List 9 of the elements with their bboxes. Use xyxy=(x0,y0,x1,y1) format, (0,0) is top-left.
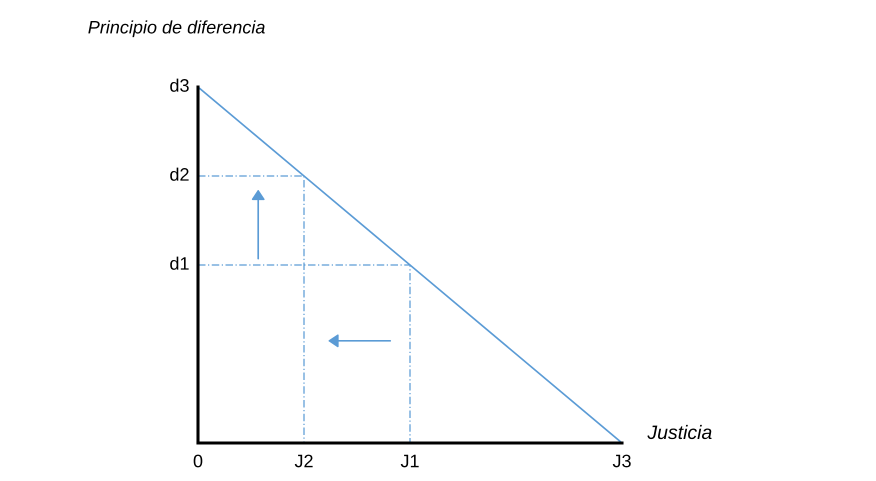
x-tick-label: 0 xyxy=(194,454,202,468)
x-tick-label: J1 xyxy=(400,454,419,468)
text: d3 xyxy=(170,78,189,92)
x-tick-label: J2 xyxy=(294,454,313,468)
text: d1 xyxy=(170,256,189,270)
x-tick-label: J3 xyxy=(612,454,631,468)
text: d2 xyxy=(170,168,189,181)
x-axis-title: Justicia xyxy=(647,424,712,440)
y-axis-title: Principio de diferencia xyxy=(88,20,265,38)
